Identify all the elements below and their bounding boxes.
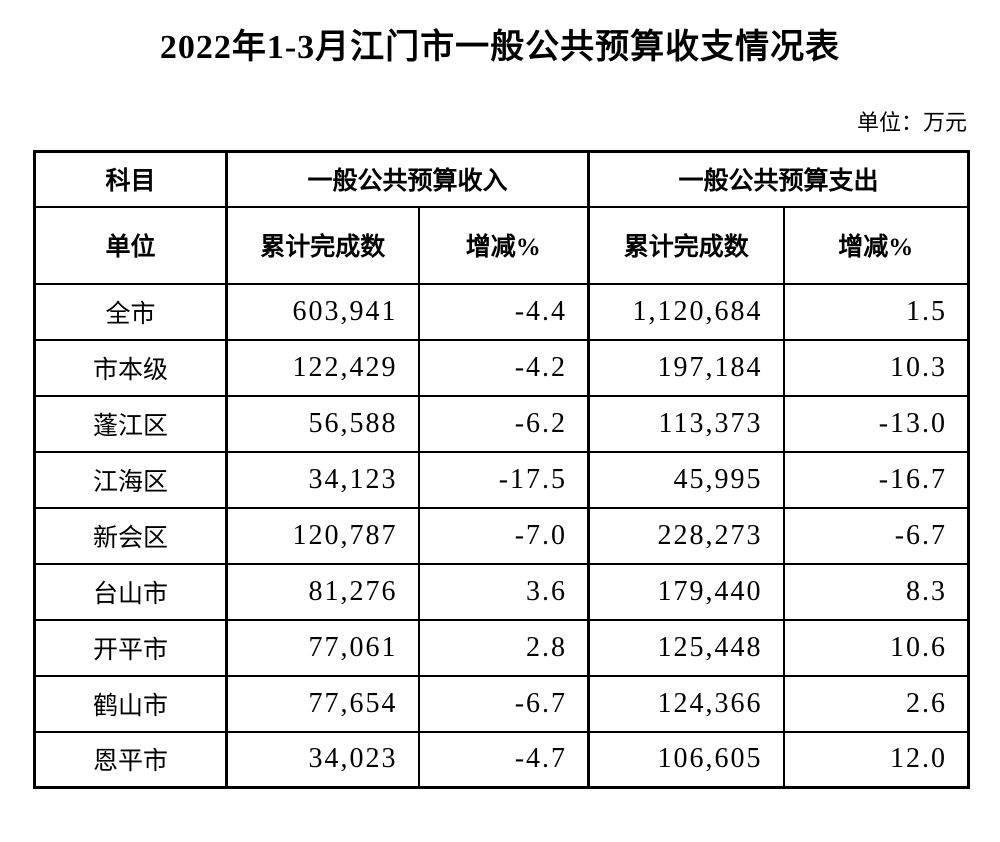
table-header: 科目 一般公共预算收入 一般公共预算支出 单位 累计完成数 增减% 累计完成数 … [33, 150, 970, 285]
region-cell: 蓬江区 [33, 394, 228, 453]
region-cell: 全市 [33, 282, 228, 341]
income-total-cell: 56,588 [225, 394, 420, 453]
table-row: 鹤山市 77,654 -6.7 124,366 2.6 [33, 674, 970, 733]
table-row: 开平市 77,061 2.8 125,448 10.6 [33, 618, 970, 677]
header-group-row: 科目 一般公共预算收入 一般公共预算支出 [33, 150, 970, 208]
header-expenditure-group: 一般公共预算支出 [587, 150, 970, 208]
income-change-cell: -7.0 [417, 506, 591, 565]
expenditure-change-cell: 10.6 [782, 618, 970, 677]
income-total-cell: 34,023 [225, 730, 420, 789]
header-income-change: 增减% [417, 205, 591, 285]
expenditure-change-cell: 10.3 [782, 338, 970, 397]
region-cell: 恩平市 [33, 730, 228, 789]
table-row: 台山市 81,276 3.6 179,440 8.3 [33, 562, 970, 621]
expenditure-change-cell: -13.0 [782, 394, 970, 453]
expenditure-change-cell: 2.6 [782, 674, 970, 733]
region-cell: 江海区 [33, 450, 228, 509]
expenditure-total-cell: 106,605 [587, 730, 785, 789]
income-change-cell: -6.2 [417, 394, 591, 453]
expenditure-total-cell: 179,440 [587, 562, 785, 621]
income-change-cell: 2.8 [417, 618, 591, 677]
table-body: 全市 603,941 -4.4 1,120,684 1.5 市本级 122,42… [33, 282, 970, 789]
income-change-cell: 3.6 [417, 562, 591, 621]
table-row: 全市 603,941 -4.4 1,120,684 1.5 [33, 282, 970, 341]
expenditure-change-cell: -6.7 [782, 506, 970, 565]
page-title: 2022年1-3月江门市一般公共预算收支情况表 [159, 29, 841, 66]
income-total-cell: 122,429 [225, 338, 420, 397]
table-row: 新会区 120,787 -7.0 228,273 -6.7 [33, 506, 970, 565]
expenditure-change-cell: -16.7 [782, 450, 970, 509]
income-total-cell: 120,787 [225, 506, 420, 565]
income-change-cell: -4.4 [417, 282, 591, 341]
income-total-cell: 34,123 [225, 450, 420, 509]
table-row: 恩平市 34,023 -4.7 106,605 12.0 [33, 730, 970, 789]
region-cell: 市本级 [33, 338, 228, 397]
income-total-cell: 77,061 [225, 618, 420, 677]
income-total-cell: 603,941 [225, 282, 420, 341]
budget-table: 科目 一般公共预算收入 一般公共预算支出 单位 累计完成数 增减% 累计完成数 … [33, 150, 971, 789]
expenditure-change-cell: 8.3 [782, 562, 970, 621]
region-cell: 台山市 [33, 562, 228, 621]
income-change-cell: -4.7 [417, 730, 591, 789]
expenditure-total-cell: 197,184 [587, 338, 785, 397]
table-row: 蓬江区 56,588 -6.2 113,373 -13.0 [33, 394, 970, 453]
expenditure-total-cell: 45,995 [587, 450, 785, 509]
region-cell: 开平市 [33, 618, 228, 677]
header-expenditure-cumulative: 累计完成数 [587, 205, 785, 285]
income-change-cell: -17.5 [417, 450, 591, 509]
header-unit: 单位 [33, 205, 228, 285]
table-row: 市本级 122,429 -4.2 197,184 10.3 [33, 338, 970, 397]
expenditure-total-cell: 228,273 [587, 506, 785, 565]
expenditure-total-cell: 125,448 [587, 618, 785, 677]
expenditure-total-cell: 124,366 [587, 674, 785, 733]
income-total-cell: 77,654 [225, 674, 420, 733]
income-change-cell: -6.7 [417, 674, 591, 733]
header-income-group: 一般公共预算收入 [225, 150, 591, 208]
expenditure-change-cell: 12.0 [782, 730, 970, 789]
expenditure-total-cell: 113,373 [587, 394, 785, 453]
header-expenditure-change: 增减% [782, 205, 970, 285]
region-cell: 鹤山市 [33, 674, 228, 733]
unit-note: 单位：万元 [856, 110, 967, 135]
expenditure-total-cell: 1,120,684 [587, 282, 785, 341]
region-cell: 新会区 [33, 506, 228, 565]
header-subject: 科目 [33, 150, 228, 208]
header-column-row: 单位 累计完成数 增减% 累计完成数 增减% [33, 205, 970, 285]
table-row: 江海区 34,123 -17.5 45,995 -16.7 [33, 450, 970, 509]
income-change-cell: -4.2 [417, 338, 591, 397]
expenditure-change-cell: 1.5 [782, 282, 970, 341]
header-income-cumulative: 累计完成数 [225, 205, 420, 285]
income-total-cell: 81,276 [225, 562, 420, 621]
